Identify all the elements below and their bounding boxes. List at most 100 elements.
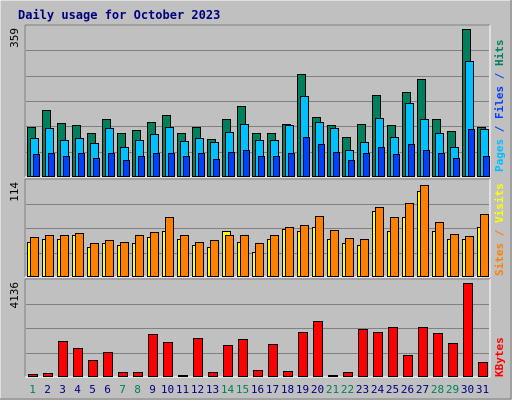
chart-title: Daily usage for October 2023 bbox=[18, 8, 220, 22]
day-label: 25 bbox=[386, 383, 399, 396]
sites-bar bbox=[165, 217, 174, 277]
pages-bar bbox=[438, 153, 445, 177]
day-label: 11 bbox=[176, 383, 189, 396]
kbytes-bar bbox=[223, 345, 233, 377]
panel-kbytes bbox=[24, 278, 491, 378]
sites-bar bbox=[405, 203, 414, 277]
pages-bar bbox=[183, 156, 190, 177]
pages-bar bbox=[288, 153, 295, 177]
kbytes-bar bbox=[178, 375, 188, 377]
sites-bar bbox=[345, 238, 354, 277]
pages-bar bbox=[168, 153, 175, 177]
legend-sites: Sites bbox=[493, 243, 506, 276]
legend-sep1: / bbox=[493, 223, 506, 243]
legend-0: Pages / Files / Hits bbox=[493, 40, 506, 173]
legend-2: KBytes bbox=[493, 337, 506, 377]
pages-bar bbox=[378, 147, 385, 177]
kbytes-bar bbox=[238, 339, 248, 377]
day-label: 29 bbox=[446, 383, 459, 396]
sites-bar bbox=[330, 230, 339, 277]
kbytes-bar bbox=[58, 341, 68, 377]
kbytes-bar bbox=[208, 372, 218, 377]
legend-files: Files bbox=[493, 86, 506, 119]
day-label: 4 bbox=[74, 383, 81, 396]
kbytes-bar bbox=[193, 338, 203, 377]
day-label: 2 bbox=[44, 383, 51, 396]
kbytes-bar bbox=[373, 332, 383, 377]
sites-bar bbox=[120, 242, 129, 277]
sites-bar bbox=[240, 235, 249, 277]
pages-bar bbox=[243, 150, 250, 177]
pages-bar bbox=[33, 154, 40, 177]
kbytes-bar bbox=[448, 343, 458, 377]
pages-bar bbox=[363, 153, 370, 177]
pages-bar bbox=[108, 153, 115, 177]
pages-bar bbox=[123, 160, 130, 177]
sites-bar bbox=[360, 239, 369, 277]
sites-bar bbox=[255, 243, 264, 277]
kbytes-bar bbox=[403, 355, 413, 377]
day-labels: 1 2 3 4 5 6 7 8 9 10 11 12 13 14 15 16 17 18 19 20 21 22 23 24 2… bbox=[29, 383, 489, 396]
sites-bar bbox=[45, 235, 54, 277]
pages-bar bbox=[93, 158, 100, 177]
sites-bar bbox=[315, 216, 324, 277]
sites-bar bbox=[420, 185, 429, 277]
day-label: 23 bbox=[356, 383, 369, 396]
day-label: 18 bbox=[281, 383, 294, 396]
day-label: 27 bbox=[416, 383, 429, 396]
kbytes-bar bbox=[313, 321, 323, 377]
day-label: 16 bbox=[251, 383, 264, 396]
sites-bar bbox=[390, 217, 399, 277]
sites-bar bbox=[270, 235, 279, 277]
pages-bar bbox=[258, 156, 265, 177]
sites-bar bbox=[285, 227, 294, 277]
chart-legends: Pages / Files / Hits Sites / Visits KBytes bbox=[493, 40, 506, 378]
day-label: 7 bbox=[119, 383, 126, 396]
day-label: 12 bbox=[191, 383, 204, 396]
pages-bar bbox=[468, 129, 475, 177]
kbytes-bar bbox=[358, 329, 368, 377]
sites-bar bbox=[195, 242, 204, 277]
legend-sep1: / bbox=[493, 119, 506, 139]
panel-visits-axis-max: 114 bbox=[8, 182, 21, 202]
day-label: 8 bbox=[134, 383, 141, 396]
pages-bar bbox=[423, 150, 430, 177]
day-label: 17 bbox=[266, 383, 279, 396]
legend-pages: Pages bbox=[493, 139, 506, 172]
legend-hits: Hits bbox=[493, 40, 506, 67]
pages-bar bbox=[153, 153, 160, 177]
legend-1: Sites / Visits bbox=[493, 183, 506, 276]
kbytes-bar bbox=[283, 371, 293, 377]
panel-usage bbox=[24, 24, 491, 178]
kbytes-bar bbox=[73, 348, 83, 377]
kbytes-bar bbox=[328, 375, 338, 377]
sites-bar bbox=[480, 214, 489, 277]
sites-bar bbox=[300, 225, 309, 277]
pages-bar bbox=[333, 152, 340, 177]
panel-visits bbox=[24, 178, 491, 278]
kbytes-bar bbox=[133, 372, 143, 377]
pages-bar bbox=[138, 156, 145, 177]
sites-bar bbox=[225, 235, 234, 277]
kbytes-bar bbox=[298, 332, 308, 377]
sites-bar bbox=[75, 233, 84, 277]
pages-bar bbox=[483, 156, 490, 177]
sites-bar bbox=[180, 235, 189, 277]
day-label: 30 bbox=[461, 383, 474, 396]
kbytes-bar bbox=[253, 370, 263, 377]
sites-bar bbox=[135, 235, 144, 277]
sites-bar bbox=[60, 235, 69, 277]
pages-bar bbox=[213, 159, 220, 177]
panel-usage-axis-max: 359 bbox=[8, 28, 21, 48]
legend-kbytes: KBytes bbox=[493, 337, 506, 377]
day-label: 5 bbox=[89, 383, 96, 396]
day-label: 21 bbox=[326, 383, 339, 396]
day-label: 9 bbox=[149, 383, 156, 396]
pages-bar bbox=[408, 144, 415, 177]
kbytes-bar bbox=[118, 372, 128, 377]
day-label: 22 bbox=[341, 383, 354, 396]
sites-bar bbox=[210, 240, 219, 277]
day-label: 13 bbox=[206, 383, 219, 396]
